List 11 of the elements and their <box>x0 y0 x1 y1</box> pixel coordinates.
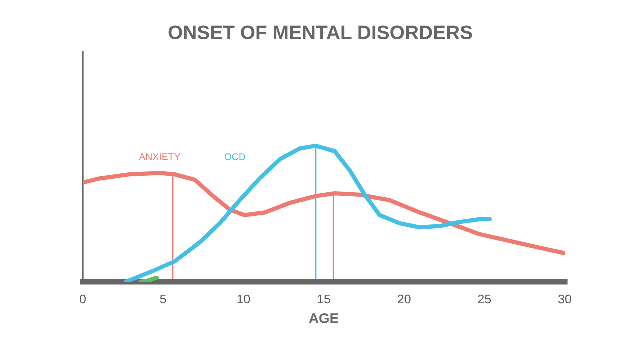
series-label: ANXIETY <box>139 154 181 160</box>
x-axis-title: AGE <box>309 313 339 324</box>
chart-title: ONSET OF MENTAL DISORDERS <box>168 26 472 40</box>
x-tick-label: 20 <box>398 294 411 304</box>
text: OCD <box>224 154 246 160</box>
x-tick-label: 10 <box>238 294 250 304</box>
x-tick-label: 30 <box>558 294 572 304</box>
x-tick-label: 0 <box>80 294 86 304</box>
x-tick-label: 5 <box>160 294 166 304</box>
x-tick-label: 15 <box>318 294 330 304</box>
x-tick-label: 25 <box>478 294 492 304</box>
